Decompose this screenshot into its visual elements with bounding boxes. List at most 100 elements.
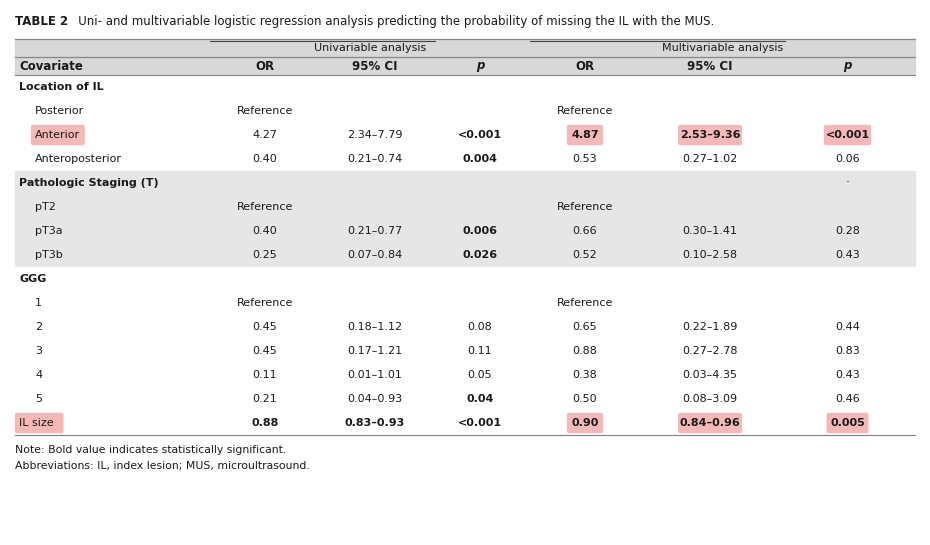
Text: 0.17–1.21: 0.17–1.21 (348, 346, 403, 356)
Text: <0.001: <0.001 (458, 130, 502, 140)
Text: Reference: Reference (557, 202, 613, 212)
Text: 0.22–1.89: 0.22–1.89 (683, 322, 737, 332)
Text: 0.27–2.78: 0.27–2.78 (683, 346, 737, 356)
Text: pT3a: pT3a (35, 226, 62, 236)
Text: 0.66: 0.66 (573, 226, 597, 236)
Text: Location of IL: Location of IL (19, 82, 103, 92)
Text: 1: 1 (35, 298, 42, 308)
Text: 0.005: 0.005 (830, 418, 865, 428)
Text: Reference: Reference (237, 298, 293, 308)
Text: 0.40: 0.40 (253, 154, 277, 164)
Bar (15, 315, 915, 339)
Text: 0.83–0.93: 0.83–0.93 (345, 418, 405, 428)
Bar (15, 57, 915, 75)
Text: 4.27: 4.27 (253, 130, 277, 140)
Bar (15, 363, 915, 387)
Text: 0.21: 0.21 (253, 394, 277, 404)
Text: 0.08–3.09: 0.08–3.09 (683, 394, 737, 404)
Text: pT3b: pT3b (35, 250, 62, 260)
Text: 0.28: 0.28 (835, 226, 860, 236)
Text: 0.07–0.84: 0.07–0.84 (348, 250, 403, 260)
Text: Anteroposterior: Anteroposterior (35, 154, 122, 164)
Text: 0.08: 0.08 (468, 322, 492, 332)
FancyBboxPatch shape (16, 414, 63, 433)
Text: 0.006: 0.006 (462, 226, 498, 236)
Text: OR: OR (576, 59, 594, 72)
Text: 0.43: 0.43 (835, 250, 860, 260)
Text: 0.18–1.12: 0.18–1.12 (348, 322, 403, 332)
Text: 2.53–9.36: 2.53–9.36 (680, 130, 740, 140)
Text: Abbreviations: IL, index lesion; MUS, microultrasound.: Abbreviations: IL, index lesion; MUS, mi… (15, 461, 310, 471)
Text: Reference: Reference (557, 298, 613, 308)
Text: 0.05: 0.05 (468, 370, 492, 380)
Text: p: p (844, 59, 852, 72)
Text: 0.11: 0.11 (468, 346, 492, 356)
Text: Univariable analysis: Univariable analysis (313, 43, 426, 53)
Bar (15, 99, 915, 123)
Bar (15, 219, 915, 243)
Text: Reference: Reference (557, 106, 613, 116)
Text: 0.65: 0.65 (573, 322, 597, 332)
FancyBboxPatch shape (567, 125, 603, 144)
Text: 0.30–1.41: 0.30–1.41 (683, 226, 737, 236)
Text: 0.50: 0.50 (573, 394, 597, 404)
Text: 0.53: 0.53 (573, 154, 597, 164)
Text: Posterior: Posterior (35, 106, 85, 116)
Bar (15, 147, 915, 171)
Text: 0.10–2.58: 0.10–2.58 (683, 250, 737, 260)
Bar (15, 291, 915, 315)
Text: 0.45: 0.45 (253, 322, 277, 332)
Text: 95% CI: 95% CI (687, 59, 733, 72)
Bar (15, 267, 915, 291)
FancyBboxPatch shape (567, 414, 603, 433)
Text: 0.21–0.74: 0.21–0.74 (348, 154, 403, 164)
Text: 0.27–1.02: 0.27–1.02 (683, 154, 737, 164)
Text: 4.87: 4.87 (571, 130, 599, 140)
Text: 0.11: 0.11 (253, 370, 277, 380)
Text: TABLE 2: TABLE 2 (15, 15, 68, 28)
Bar (15, 411, 915, 435)
FancyBboxPatch shape (825, 125, 870, 144)
Text: IL size: IL size (19, 418, 54, 428)
Text: 0.45: 0.45 (253, 346, 277, 356)
Text: p: p (476, 59, 485, 72)
Text: 0.06: 0.06 (835, 154, 860, 164)
Bar (15, 171, 915, 195)
Text: 0.03–4.35: 0.03–4.35 (683, 370, 737, 380)
Bar (15, 195, 915, 219)
Text: pT2: pT2 (35, 202, 56, 212)
Bar (15, 39, 915, 57)
Text: 0.04: 0.04 (466, 394, 494, 404)
Text: OR: OR (256, 59, 274, 72)
Text: 0.44: 0.44 (835, 322, 860, 332)
Text: 0.52: 0.52 (573, 250, 597, 260)
Text: Multivariable analysis: Multivariable analysis (662, 43, 783, 53)
FancyBboxPatch shape (828, 414, 868, 433)
Text: 0.026: 0.026 (462, 250, 498, 260)
Text: <0.001: <0.001 (458, 418, 502, 428)
Bar (15, 339, 915, 363)
Text: 0.01–1.01: 0.01–1.01 (348, 370, 403, 380)
Text: GGG: GGG (19, 274, 46, 284)
Text: Note: Bold value indicates statistically significant.: Note: Bold value indicates statistically… (15, 445, 286, 455)
Text: 5: 5 (35, 394, 42, 404)
Text: <0.001: <0.001 (826, 130, 870, 140)
Text: 2.34–7.79: 2.34–7.79 (347, 130, 403, 140)
Text: 0.88: 0.88 (251, 418, 279, 428)
Text: Pathologic Staging (T): Pathologic Staging (T) (19, 178, 159, 188)
Bar (15, 243, 915, 267)
Text: 3: 3 (35, 346, 42, 356)
FancyBboxPatch shape (679, 125, 741, 144)
Text: 0.25: 0.25 (253, 250, 277, 260)
Text: 0.21–0.77: 0.21–0.77 (348, 226, 403, 236)
Text: Anterior: Anterior (35, 130, 80, 140)
Text: Uni- and multivariable logistic regression analysis predicting the probability o: Uni- and multivariable logistic regressi… (67, 15, 714, 28)
Text: Reference: Reference (237, 202, 293, 212)
Text: 0.40: 0.40 (253, 226, 277, 236)
Text: 0.43: 0.43 (835, 370, 860, 380)
Text: 0.84–0.96: 0.84–0.96 (680, 418, 740, 428)
Text: 0.90: 0.90 (571, 418, 599, 428)
Bar (15, 387, 915, 411)
Text: Covariate: Covariate (19, 59, 83, 72)
Text: 2: 2 (35, 322, 42, 332)
